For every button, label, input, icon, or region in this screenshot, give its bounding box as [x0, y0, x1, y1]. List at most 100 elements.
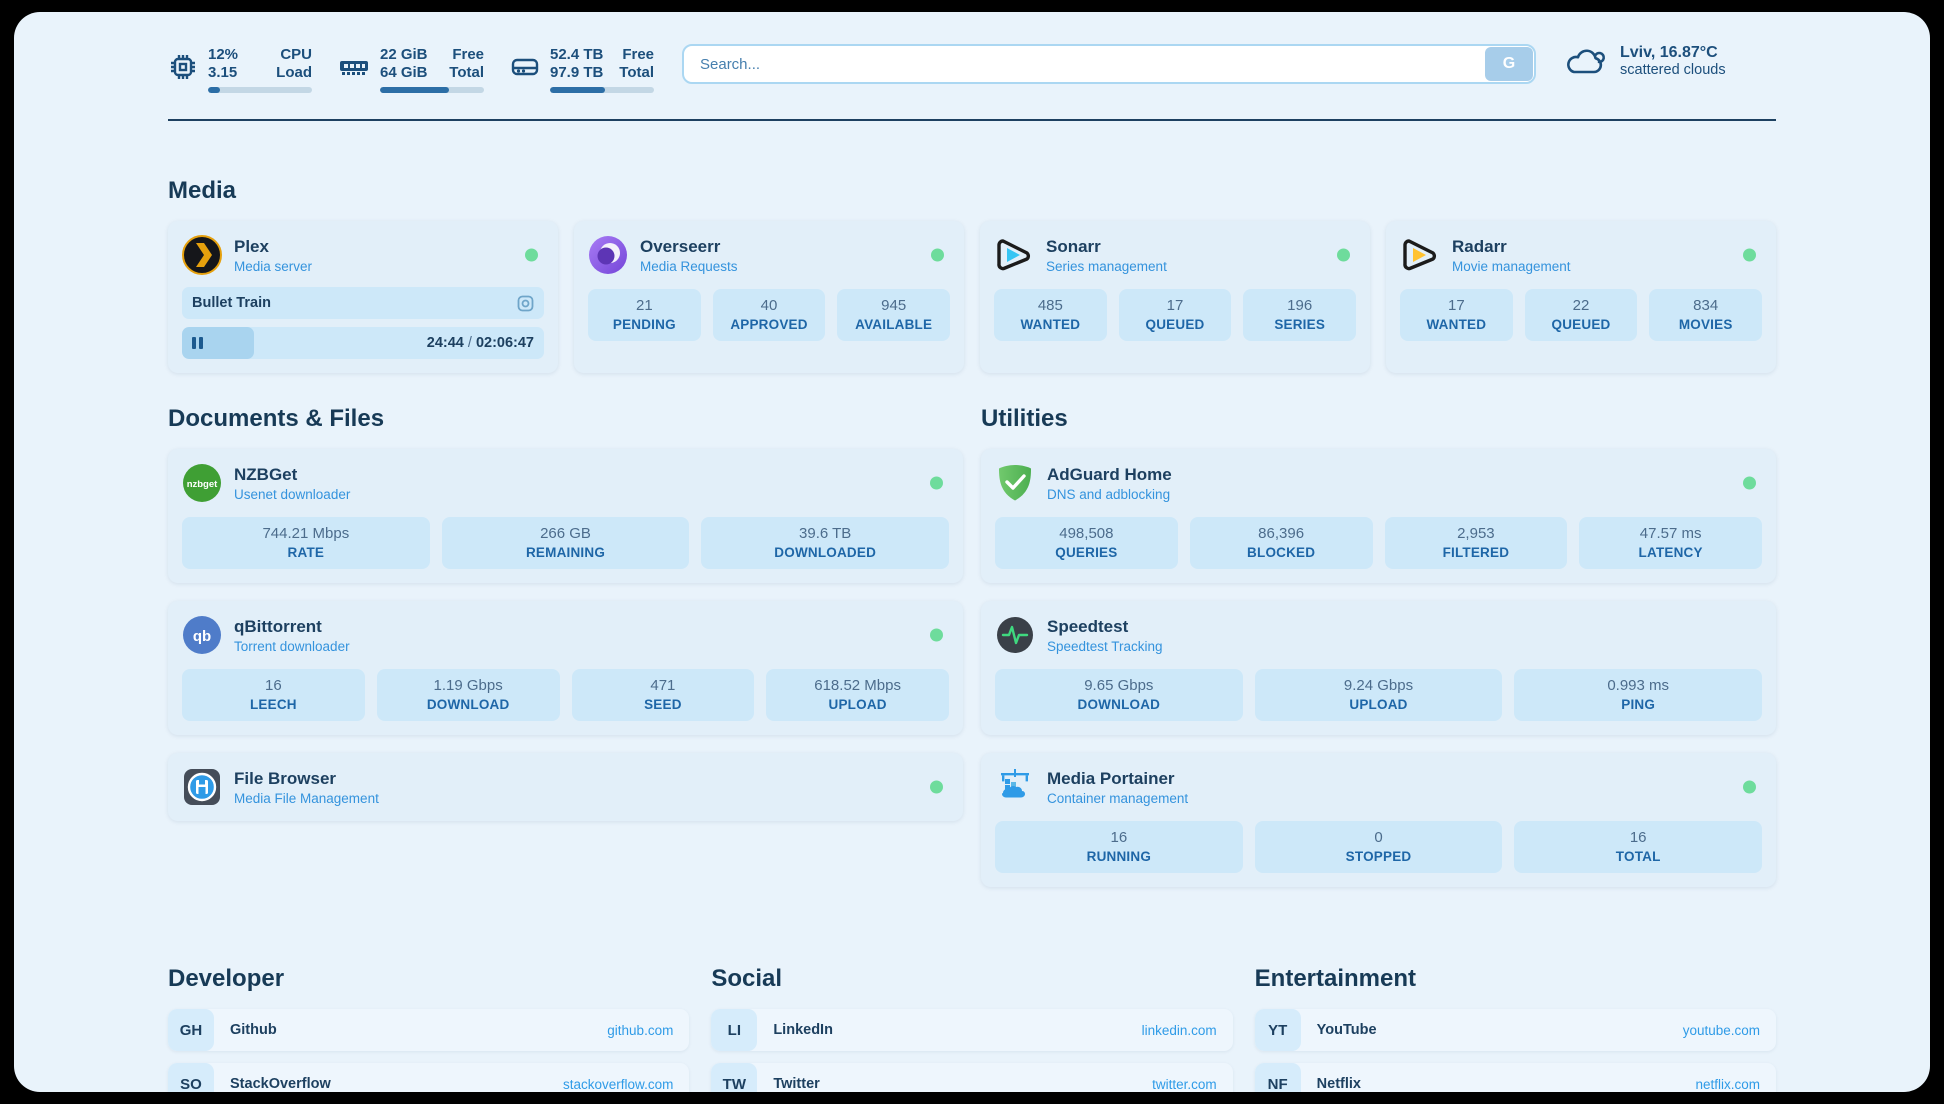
disk-icon: [510, 52, 540, 82]
search-bar[interactable]: G: [682, 44, 1536, 84]
section-title-media: Media: [168, 177, 237, 204]
app-subtitle: Container management: [1047, 790, 1189, 806]
status-dot: [930, 476, 943, 490]
pause-icon[interactable]: [192, 337, 203, 349]
stat-queued: 17 QUEUED: [1118, 289, 1232, 341]
stat-downloaded: 39.6 TB DOWNLOADED: [701, 517, 950, 569]
link-twitter[interactable]: TW Twitter twitter.com: [711, 1063, 1233, 1092]
stat-rate: 744.21 Mbps RATE: [182, 517, 430, 569]
status-dot: [525, 248, 538, 262]
ram-label-bottom: Total: [449, 64, 484, 81]
app-name: Plex: [234, 236, 269, 256]
disk-label-bottom: Total: [619, 64, 654, 81]
weather-widget[interactable]: Lviv, 16.87°C scattered clouds: [1564, 42, 1776, 78]
header: 12% 3.15 CPU Load 22 GiB 64 GiB Free Total: [168, 42, 1776, 93]
disk-free: 52.4 TB: [550, 46, 604, 63]
link-tag: NF: [1254, 1063, 1301, 1092]
ram-progressbar: [380, 87, 484, 93]
section-title-documents: Documents & Files: [168, 405, 385, 432]
stat-seed: 471 SEED: [571, 669, 755, 721]
cpu-stat: 12% 3.15 CPU Load: [168, 46, 312, 93]
svg-text:qb: qb: [193, 628, 211, 645]
stat-upload: 618.52 Mbps UPLOAD: [766, 669, 949, 721]
nzbget-icon: nzbget: [182, 463, 222, 503]
stat-download: 9.65 Gbps DOWNLOAD: [995, 669, 1243, 721]
app-card-plex[interactable]: Plex Media server Bullet Train 24:44 / 0…: [168, 221, 558, 373]
cpu-progressbar: [208, 87, 312, 93]
now-playing-row: Bullet Train: [182, 287, 544, 319]
stat-ping: 0.993 ms PING: [1514, 669, 1763, 721]
cpu-percent: 12%: [208, 46, 239, 63]
developer-column: Developer GH Github github.com SO StackO…: [168, 965, 690, 1092]
stat-remaining: 266 GB REMAINING: [441, 517, 690, 569]
link-linkedin[interactable]: LI LinkedIn linkedin.com: [711, 1009, 1233, 1051]
stat-queries: 498,508 QUERIES: [995, 517, 1178, 569]
app-card-filebrowser[interactable]: File Browser Media File Management: [168, 753, 963, 821]
app-name: Media Portainer: [1047, 768, 1175, 788]
entertainment-column: Entertainment YT YouTube youtube.com NF …: [1254, 965, 1776, 1092]
disk-progressbar: [550, 87, 654, 93]
weather-condition: scattered clouds: [1620, 62, 1726, 78]
link-netflix[interactable]: NF Netflix netflix.com: [1254, 1063, 1776, 1092]
playback-progressbar[interactable]: 24:44 / 02:06:47: [182, 327, 544, 359]
app-subtitle: Movie management: [1452, 258, 1571, 274]
media-type-icon: [517, 295, 534, 312]
search-input[interactable]: [684, 46, 1484, 82]
app-card-overseerr[interactable]: Overseerr Media Requests 21 PENDING 40 APP…: [574, 221, 964, 373]
stat-latency: 47.57 ms LATENCY: [1579, 517, 1762, 569]
stat-upload: 9.24 Gbps UPLOAD: [1254, 669, 1503, 721]
cloud-icon: [1564, 44, 1608, 78]
stat-movies: 834 MOVIES: [1649, 289, 1763, 341]
app-name: qBittorrent: [234, 616, 322, 636]
link-youtube[interactable]: YT YouTube youtube.com: [1254, 1009, 1776, 1051]
section-title-utilities: Utilities: [981, 405, 1068, 432]
app-card-speedtest[interactable]: Speedtest Speedtest Tracking 9.65 Gbps DO…: [981, 601, 1776, 735]
app-name: AdGuard Home: [1047, 464, 1172, 484]
ram-free: 22 GiB: [380, 46, 428, 63]
app-card-nzbget[interactable]: nzbget NZBGet Usenet downloader 744.21 M…: [168, 449, 963, 583]
weather-location-temp: Lviv, 16.87°C: [1620, 44, 1718, 61]
cpu-label-bottom: Load: [276, 64, 312, 81]
disk-stat: 52.4 TB 97.9 TB Free Total: [510, 46, 654, 93]
app-card-sonarr[interactable]: Sonarr Series management 485 WANTED 17 QUE…: [980, 221, 1370, 373]
app-name: Speedtest: [1047, 616, 1129, 636]
stat-pending: 21 PENDING: [588, 289, 701, 341]
speedtest-icon: [995, 615, 1035, 655]
search-engine-button[interactable]: G: [1485, 47, 1533, 81]
qbittorrent-icon: qb: [182, 615, 222, 655]
header-divider: [168, 119, 1776, 121]
app-subtitle: Media Requests: [640, 258, 738, 274]
radarr-icon: [1400, 235, 1440, 275]
stat-total: 16 TOTAL: [1514, 821, 1763, 873]
app-card-adguard[interactable]: AdGuard Home DNS and adblocking 498,508 Q…: [981, 449, 1776, 583]
overseerr-icon: [588, 235, 628, 275]
stat-filtered: 2,953 FILTERED: [1384, 517, 1568, 569]
cpu-icon: [168, 52, 198, 82]
now-playing-title: Bullet Train: [192, 295, 271, 311]
stat-approved: 40 APPROVED: [712, 289, 826, 341]
ram-total: 64 GiB: [380, 64, 428, 81]
app-card-radarr[interactable]: Radarr Movie management 17 WANTED 22 QUEUE…: [1386, 221, 1776, 373]
link-github[interactable]: GH Github github.com: [168, 1009, 690, 1051]
plex-icon: [182, 235, 222, 275]
status-dot: [1743, 476, 1756, 490]
status-dot: [931, 248, 944, 262]
social-column: Social LI LinkedIn linkedin.com TW Twitt…: [711, 965, 1233, 1092]
app-card-qbittorrent[interactable]: qb qBittorrent Torrent downloader 16 LEEC…: [168, 601, 963, 735]
section-title-developer: Developer: [168, 965, 285, 992]
link-tag: YT: [1254, 1009, 1301, 1051]
ram-icon: [338, 52, 370, 82]
app-subtitle: Usenet downloader: [234, 486, 351, 502]
adguard-icon: [995, 463, 1035, 503]
section-title-entertainment: Entertainment: [1254, 965, 1417, 992]
link-stackoverflow[interactable]: SO StackOverflow stackoverflow.com: [168, 1063, 690, 1092]
stat-download: 1.19 Gbps DOWNLOAD: [376, 669, 560, 721]
stat-wanted: 17 WANTED: [1400, 289, 1513, 341]
app-name: NZBGet: [234, 464, 298, 484]
link-tag: GH: [168, 1009, 214, 1051]
ram-label-top: Free: [452, 46, 484, 63]
system-stats: 12% 3.15 CPU Load 22 GiB 64 GiB Free Total: [168, 42, 654, 93]
app-card-portainer[interactable]: Media Portainer Container management 16 R…: [981, 753, 1776, 887]
status-dot: [930, 628, 943, 642]
cpu-label-top: CPU: [280, 46, 312, 63]
